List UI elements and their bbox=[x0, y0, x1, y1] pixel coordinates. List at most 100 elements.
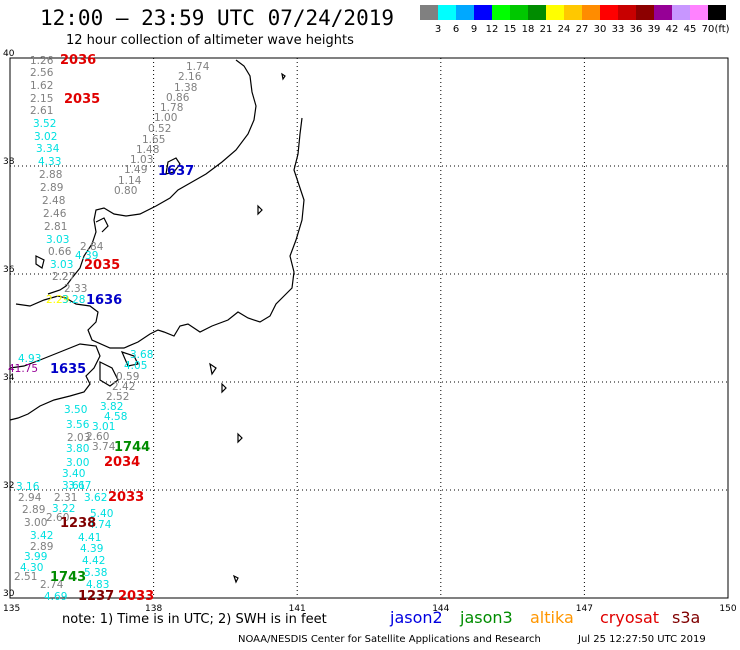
wave-height-value: 2.15 bbox=[30, 93, 53, 105]
wave-height-value: 0.59 bbox=[116, 371, 139, 383]
legend-swatch bbox=[438, 5, 457, 20]
legend-value-label: 6 bbox=[452, 24, 460, 35]
wave-height-value: 1.03 bbox=[130, 154, 153, 166]
wave-height-value: 3.28 bbox=[62, 294, 85, 306]
legend-value-label: 33 bbox=[611, 24, 625, 35]
legend-swatch bbox=[546, 5, 565, 20]
lon-tick-label: 147 bbox=[576, 604, 593, 614]
wave-height-value: 3.56 bbox=[66, 419, 90, 431]
legend-value-label: 3 bbox=[434, 24, 442, 35]
observation-values: 1.262.561.622.152.613.523.023.344.332.88… bbox=[8, 55, 210, 603]
wave-height-value: 3.67 bbox=[68, 480, 91, 492]
wave-height-value: 3.03 bbox=[50, 259, 73, 271]
wave-height-value: 4.41 bbox=[78, 532, 101, 544]
legend-swatch bbox=[474, 5, 493, 20]
wave-height-value: 3.40 bbox=[62, 468, 85, 480]
wave-height-value: 2.33 bbox=[64, 283, 87, 295]
wave-height-value: 2.88 bbox=[39, 169, 62, 181]
legend-swatch bbox=[636, 5, 655, 20]
wave-height-value: 3.00 bbox=[24, 517, 47, 529]
wave-height-value: 2.89 bbox=[40, 182, 63, 194]
track-time-label: 1237 bbox=[78, 589, 114, 604]
wave-height-value: 3.34 bbox=[36, 143, 60, 155]
wave-height-value: 3.22 bbox=[52, 503, 75, 515]
wave-height-value: 41.75 bbox=[8, 363, 38, 375]
wave-height-value: 3.02 bbox=[34, 131, 57, 143]
lon-tick-label: 144 bbox=[432, 604, 449, 614]
lon-tick-label: 138 bbox=[145, 604, 162, 614]
wave-height-value: 1.00 bbox=[154, 112, 177, 124]
wave-height-value: 3.99 bbox=[24, 551, 47, 563]
wave-height-value: 4.05 bbox=[124, 360, 147, 372]
legend-value-label: 15 bbox=[503, 24, 517, 35]
legend-value-label: 18 bbox=[521, 24, 535, 35]
footer-note: note: 1) Time is in UTC; 2) SWH is in fe… bbox=[62, 612, 327, 627]
wave-height-value: 0.66 bbox=[48, 246, 72, 258]
legend-swatch bbox=[510, 5, 529, 20]
wave-height-value: 2.48 bbox=[42, 195, 65, 207]
lon-tick-label: 150 bbox=[719, 604, 736, 614]
wave-height-value: 3.62 bbox=[84, 492, 107, 504]
satellite-label-s3a: s3a bbox=[672, 608, 701, 627]
wave-height-value: 2.89 bbox=[22, 504, 45, 516]
wave-height-value: 4.93 bbox=[18, 353, 41, 365]
track-time-label: 1635 bbox=[50, 362, 86, 377]
legend-swatch bbox=[492, 5, 511, 20]
wave-height-value: 3.74 bbox=[92, 441, 116, 453]
legend-swatch bbox=[600, 5, 619, 20]
track-time-label: 2035 bbox=[84, 258, 120, 273]
wave-height-value: 3.03 bbox=[46, 234, 69, 246]
wave-height-value: 1.65 bbox=[142, 134, 165, 146]
wave-height-value: 2.84 bbox=[80, 241, 104, 253]
wave-height-value: 1.74 bbox=[186, 61, 210, 73]
wave-height-value: 1.62 bbox=[30, 80, 53, 92]
legend-value-label: 70 bbox=[701, 24, 715, 35]
track-time-label: 2036 bbox=[60, 53, 96, 68]
legend-swatch bbox=[618, 5, 637, 20]
wave-height-value: 3.52 bbox=[33, 118, 56, 130]
lat-tick-label: 30 bbox=[3, 589, 15, 599]
wave-height-value: 4.39 bbox=[80, 543, 103, 555]
wave-height-value: 4.42 bbox=[82, 555, 105, 567]
legend-value-label: 24 bbox=[557, 24, 571, 35]
lat-tick-label: 32 bbox=[3, 481, 14, 491]
wave-height-value: 2.52 bbox=[106, 391, 129, 403]
wave-height-value: 3.00 bbox=[66, 457, 89, 469]
wave-height-value: 0.80 bbox=[114, 185, 137, 197]
page-title: 12:00 – 23:59 UTC 07/24/2019 bbox=[40, 6, 395, 30]
wave-height-value: 2.29 bbox=[46, 294, 69, 306]
legend-swatch bbox=[528, 5, 547, 20]
generated-timestamp: Jul 25 12:27:50 UTC 2019 bbox=[578, 634, 706, 645]
legend-swatch bbox=[708, 5, 727, 20]
wave-height-value: 0.86 bbox=[166, 92, 190, 104]
legend-swatch bbox=[420, 5, 439, 20]
wave-height-value: 1.49 bbox=[124, 164, 147, 176]
legend-value-label: 39 bbox=[647, 24, 661, 35]
wave-height-value: 4.30 bbox=[20, 562, 43, 574]
wave-height-value: 1.48 bbox=[136, 144, 159, 156]
legend-value-label: 12 bbox=[485, 24, 499, 35]
wave-height-value: 2.03 bbox=[67, 432, 90, 444]
wave-height-value: 1.26 bbox=[30, 55, 54, 67]
satellite-label-jason3: jason3 bbox=[460, 608, 513, 627]
wave-height-value: 4.83 bbox=[86, 579, 109, 591]
legend-value-label: 27 bbox=[575, 24, 589, 35]
wave-height-value: 2.51 bbox=[14, 571, 37, 583]
credit-text: NOAA/NESDIS Center for Satellite Applica… bbox=[238, 634, 541, 645]
wave-height-value: 2.27 bbox=[52, 271, 75, 283]
legend-swatch bbox=[582, 5, 601, 20]
legend-swatch bbox=[672, 5, 691, 20]
legend-value-label: 9 bbox=[470, 24, 478, 35]
wave-height-value: 3.68 bbox=[130, 349, 153, 361]
wave-height-value: 3.50 bbox=[64, 404, 87, 416]
legend-value-label: 45 bbox=[683, 24, 697, 35]
wave-height-value: 3.01 bbox=[92, 421, 115, 433]
wave-height-value: 2.60 bbox=[46, 512, 69, 524]
wave-height-value: 2.46 bbox=[43, 208, 67, 220]
wave-height-value: 0.52 bbox=[148, 123, 171, 135]
wave-height-value: 3.42 bbox=[30, 530, 53, 542]
page-subtitle: 12 hour collection of altimeter wave hei… bbox=[66, 33, 354, 48]
track-time-label: 1636 bbox=[86, 293, 122, 308]
